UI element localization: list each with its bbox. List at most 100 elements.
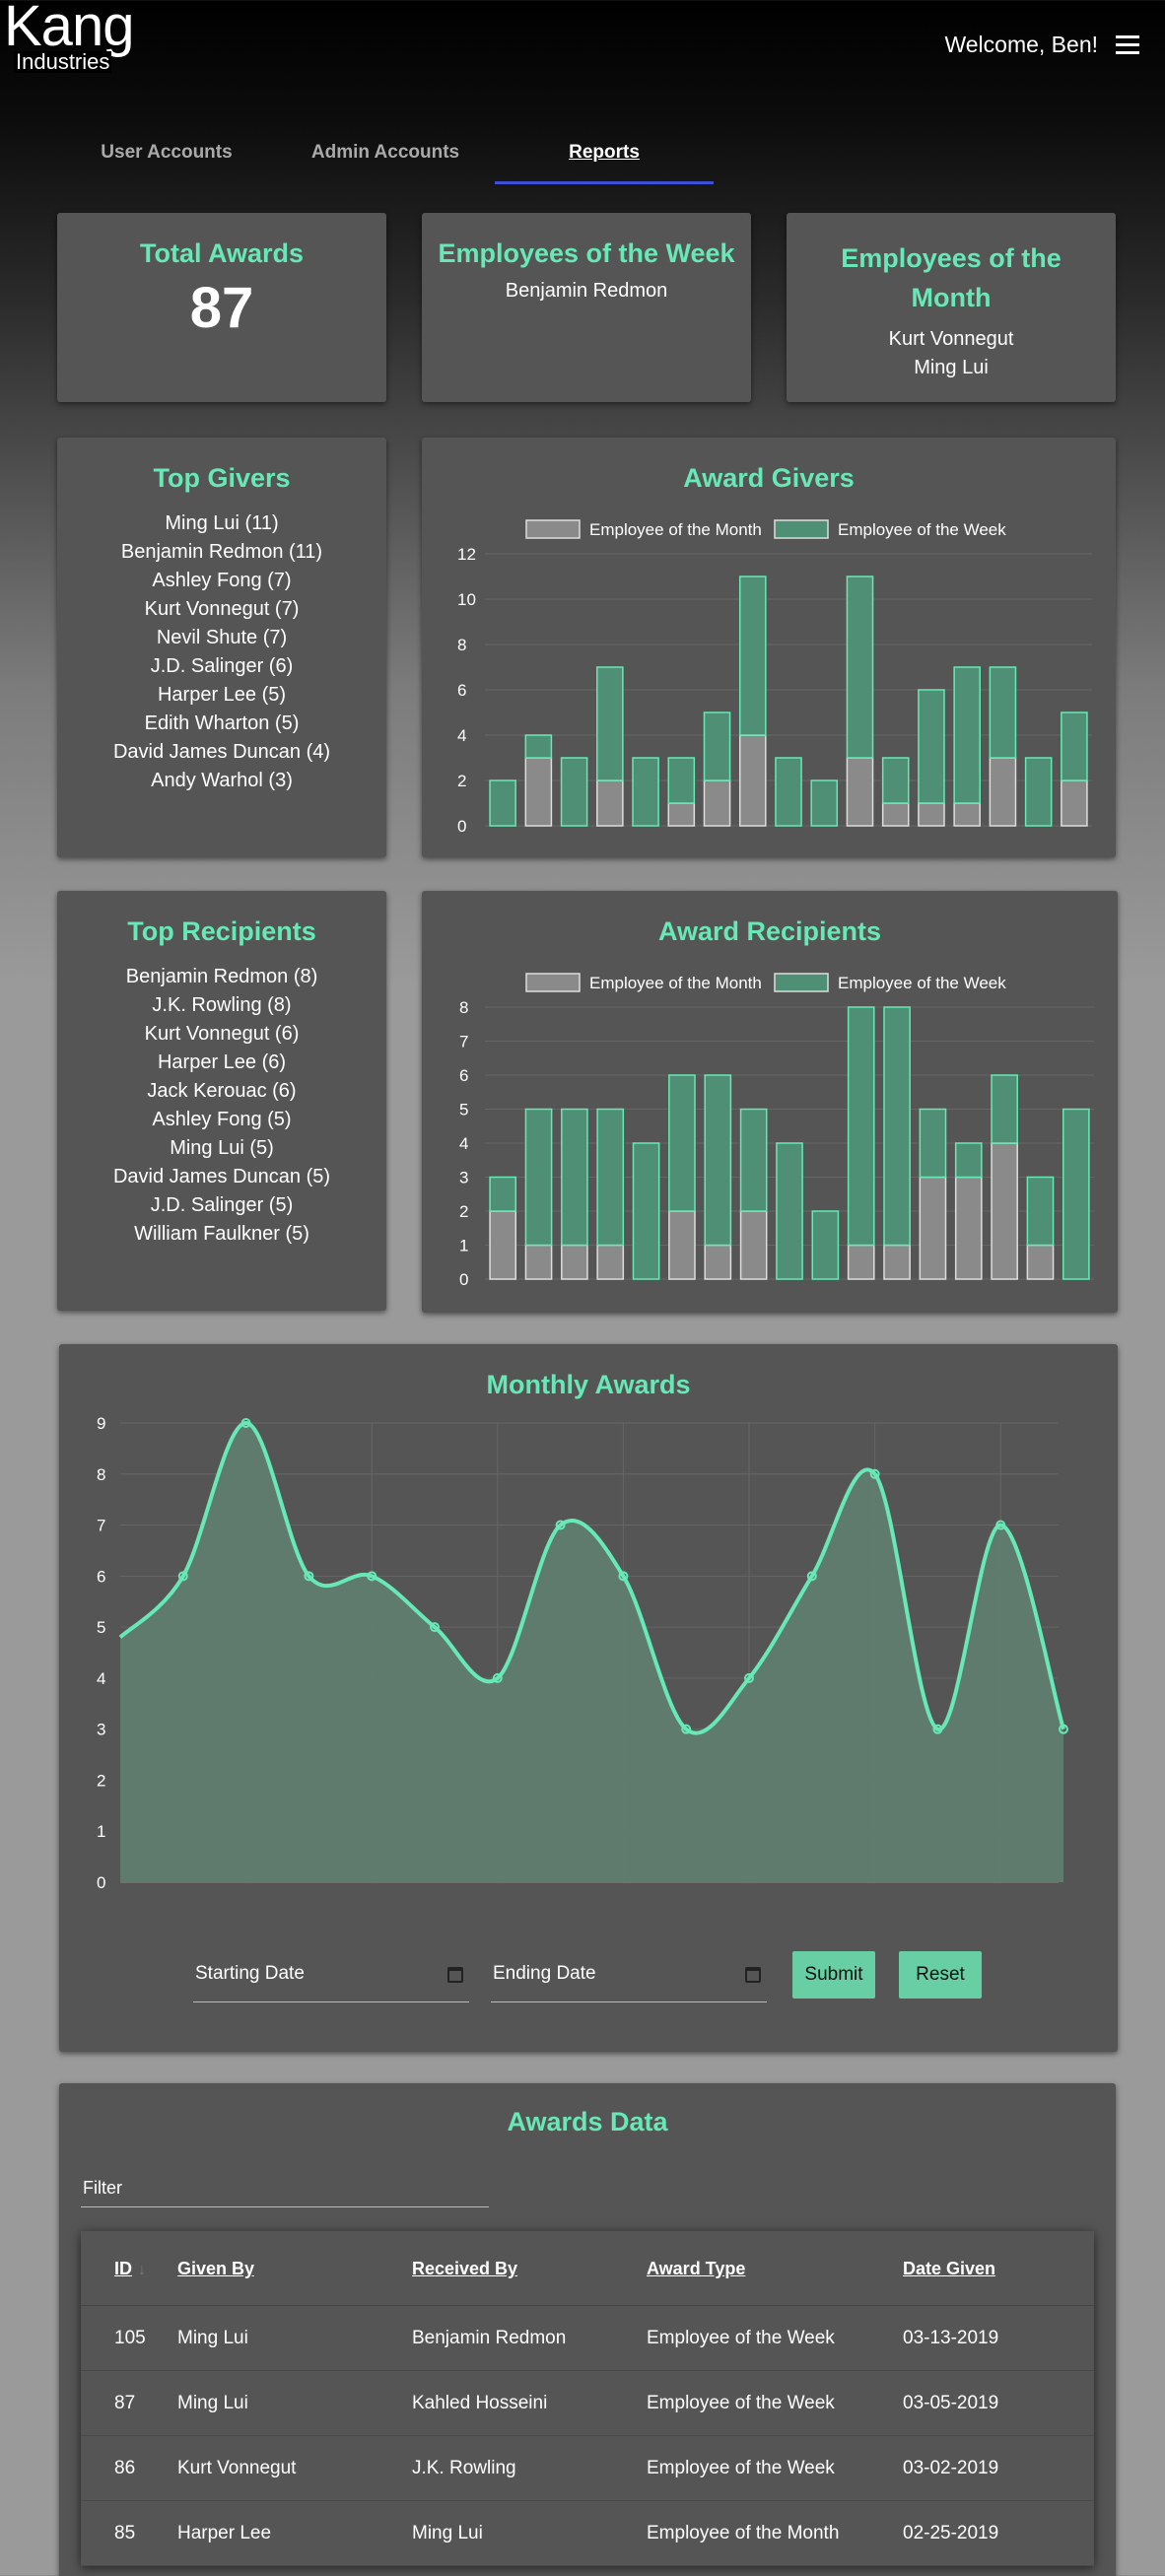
x-tick-label: Feb 2019	[965, 1893, 1036, 1896]
top-giver-item: Edith Wharton (5)	[144, 712, 300, 734]
y-tick-label: 4	[459, 1134, 468, 1153]
cell-id: 86	[114, 2458, 136, 2478]
y-tick-label: 6	[97, 1567, 105, 1586]
top-giver-item: Nevil Shute (7)	[156, 627, 288, 648]
bar-employee-of-month	[668, 1210, 696, 1280]
data-point	[618, 1571, 629, 1582]
top-recipient-item: J.K. Rowling (8)	[152, 994, 292, 1016]
bar-employee-of-week	[703, 712, 731, 781]
total-awards-value: 87	[189, 276, 254, 340]
bar-employee-of-week	[704, 1074, 732, 1247]
logo-wordmark: Kang	[4, 0, 134, 58]
bar-employee-of-week	[991, 1074, 1018, 1144]
bar-employee-of-week	[1024, 757, 1053, 827]
y-tick-label: 6	[457, 681, 466, 700]
top-givers-card: Top Givers Ming Lui (11) Benjamin Redmon …	[57, 438, 386, 857]
data-point	[1059, 1724, 1068, 1734]
x-tick-label: Dec 2018	[839, 1893, 911, 1896]
column-header-id[interactable]: ID ↓	[114, 2259, 146, 2278]
total-awards-title: Total Awards	[139, 238, 305, 268]
ending-date-field[interactable]: Ending Date	[491, 1951, 767, 2002]
x-tick-label: Jun 2018	[463, 1893, 532, 1896]
bar-employee-of-week	[954, 1142, 983, 1179]
filter-input[interactable]: Filter	[81, 2172, 489, 2207]
calendar-icon[interactable]	[447, 1967, 463, 1983]
table-row[interactable]: 85 Harper Lee Ming Lui Employee of the Mont…	[81, 2501, 1094, 2566]
sort-arrow-icon[interactable]: ↓	[138, 2262, 146, 2278]
cell-id: 105	[114, 2328, 146, 2348]
table-row[interactable]: 105 Ming Lui Benjamin Redmon Employee of th…	[81, 2306, 1094, 2371]
bar-employee-of-week	[632, 1142, 660, 1280]
y-tick-label: 0	[97, 1873, 105, 1892]
cell-date-given: 03-05-2019	[903, 2393, 999, 2413]
top-recipient-item: Benjamin Redmon (8)	[125, 966, 318, 987]
legend-label: Employee of the Week	[838, 520, 1006, 539]
data-point	[177, 1571, 188, 1582]
cell-received-by: Ming Lui	[412, 2523, 483, 2543]
y-tick-label: 2	[97, 1771, 105, 1790]
y-tick-label: 4	[97, 1669, 105, 1688]
table-row[interactable]: 86 Kurt Vonnegut J.K. Rowling Employee of t…	[81, 2436, 1094, 2501]
table-row[interactable]: 87 Ming Lui Kahled Hosseini Employee of the…	[81, 2371, 1094, 2436]
bar-employee-of-week	[667, 757, 696, 804]
cell-id: 87	[114, 2393, 136, 2413]
data-point	[430, 1622, 440, 1633]
cell-received-by: Kahled Hosseini	[412, 2393, 548, 2413]
column-header-received-by[interactable]: Received By	[412, 2259, 518, 2278]
tab-user-accounts[interactable]: User Accounts	[101, 142, 233, 163]
cell-date-given: 03-13-2019	[903, 2328, 999, 2348]
bar-employee-of-week	[776, 1142, 803, 1280]
bar-employee-of-week	[1062, 1108, 1090, 1280]
bar-employee-of-week	[524, 1108, 553, 1247]
y-tick-label: 3	[459, 1169, 468, 1187]
employees-of-month-card: Employees of the Month Kurt Vonnegut Min…	[787, 213, 1116, 402]
legend-swatch	[774, 973, 829, 992]
employees-of-week-title: Employees of the Week	[438, 238, 735, 268]
bar-employee-of-month	[524, 1244, 553, 1280]
kang-industries-logo[interactable]: Kang Industries	[4, 0, 142, 75]
bar-employee-of-week	[596, 1108, 625, 1247]
bar-employee-of-week	[596, 666, 624, 781]
bar-employee-of-month	[1026, 1244, 1055, 1280]
chart-legend: Employee of the Month Employee of the Wee…	[525, 519, 1006, 539]
hamburger-menu-icon[interactable]	[1116, 35, 1139, 55]
top-giver-item: Ming Lui (11)	[165, 512, 279, 534]
bar-employee-of-week	[738, 576, 767, 736]
bar-employee-of-month	[881, 802, 910, 827]
submit-button[interactable]: Submit	[792, 1951, 875, 1999]
tab-reports[interactable]: Reports	[569, 142, 640, 163]
bar-employee-of-week	[919, 1108, 947, 1179]
bar-employee-of-week	[632, 757, 659, 827]
x-tick-label: Aug 2018	[587, 1893, 659, 1896]
employees-of-week-card: Employees of the Week Benjamin Redmon	[422, 213, 751, 402]
x-tick-label: Feb 2018	[211, 1893, 282, 1896]
chart-title: Monthly Awards	[486, 1370, 690, 1399]
reset-button[interactable]: Reset	[899, 1951, 982, 1999]
legend-label: Employee of the Month	[589, 974, 762, 992]
y-tick-label: 12	[457, 545, 476, 564]
bar-employee-of-week	[1026, 1176, 1055, 1247]
bar-employee-of-week	[881, 757, 910, 804]
monthly-awards-chart: Monthly Awards 0 1 2 3 4 5 6 7 8 9 Feb 2018 Apr 2018…	[97, 1370, 1068, 1912]
bar-employee-of-month	[524, 757, 553, 827]
employees-of-month-title: Employees of the Month	[787, 238, 1116, 317]
bar-employee-of-week	[953, 666, 981, 804]
tab-admin-accounts[interactable]: Admin Accounts	[310, 142, 460, 163]
starting-date-field[interactable]: Starting Date	[193, 1951, 469, 2002]
top-giver-item: Kurt Vonnegut (7)	[144, 598, 300, 620]
data-point	[995, 1520, 1006, 1530]
column-header-date-given[interactable]: Date Given	[903, 2259, 996, 2278]
column-header-given-by[interactable]: Given By	[177, 2259, 255, 2278]
area-fill	[120, 1423, 1063, 1882]
legend-swatch	[525, 973, 581, 992]
legend-label: Employee of the Week	[838, 974, 1006, 992]
employee-of-month-name: Kurt Vonnegut	[888, 328, 1014, 350]
data-point	[744, 1672, 754, 1683]
calendar-icon[interactable]	[745, 1967, 761, 1983]
bar-employee-of-week	[775, 757, 802, 827]
top-recipient-item: William Faulkner (5)	[134, 1223, 309, 1245]
chart-title: Award Givers	[683, 463, 855, 493]
column-header-award-type[interactable]: Award Type	[647, 2259, 746, 2278]
x-tick-label: Apr 2018	[338, 1893, 406, 1896]
employee-of-week-name: Benjamin Redmon	[505, 280, 668, 302]
